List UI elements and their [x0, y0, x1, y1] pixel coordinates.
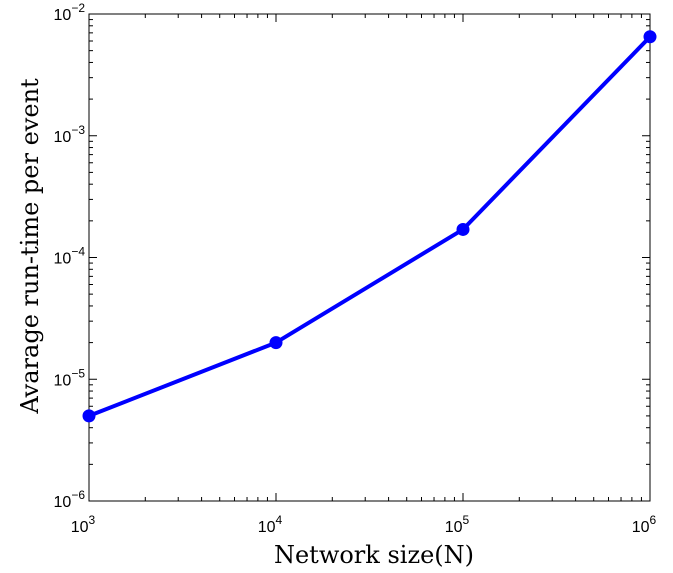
data-point — [643, 30, 657, 44]
x-tick-label: 104 — [258, 513, 283, 536]
y-tick-label: 10−5 — [54, 366, 86, 389]
labels-layer: 103 104 105 106 10−6 10−5 10−4 10−3 10−2 — [54, 1, 657, 536]
y-tick-label: 10−6 — [54, 488, 86, 511]
series-layer — [82, 30, 657, 423]
plot-frame — [88, 13, 651, 502]
axes — [88, 13, 651, 502]
data-point — [456, 222, 470, 236]
y-tick-label: 10−2 — [54, 1, 86, 24]
y-tick-label: 10−3 — [54, 123, 86, 146]
x-tick-label: 106 — [632, 513, 657, 536]
data-point — [82, 409, 96, 423]
x-tick-label: 103 — [71, 513, 96, 536]
y-axis-label: Avarage run-time per event — [16, 78, 44, 415]
y-tick-label: 10−4 — [54, 245, 86, 268]
series-line — [87, 34, 652, 418]
x-tick-label: 105 — [445, 513, 470, 536]
x-axis-label: Network size(N) — [274, 541, 474, 569]
data-point — [269, 336, 283, 350]
